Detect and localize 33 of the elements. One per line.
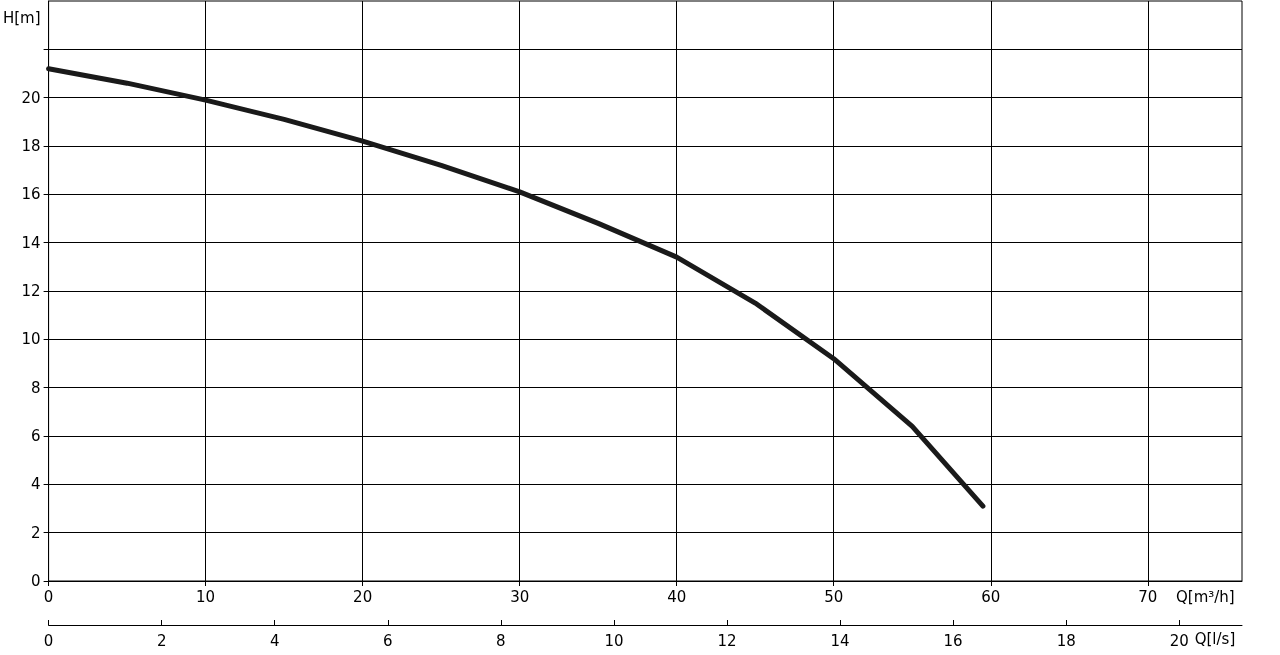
x2-tick-label: 10 [604,631,624,650]
x2-tick-label: 12 [717,631,737,650]
x2-tick-label: 8 [496,631,506,650]
x-tick-label: 60 [981,587,1001,606]
x2-tick-label: 20 [1169,631,1189,650]
x2-tick-label: 4 [269,631,280,650]
y-tick-label: 2 [31,523,41,542]
x-tick-label: 0 [43,587,54,606]
y-tick-label: 0 [31,572,41,590]
x-tick-label: 50 [824,587,844,606]
x-tick-label: 70 [1138,587,1158,606]
x-tick-label: 30 [510,587,530,606]
x2-tick-label: 14 [830,631,850,650]
x2-tick-label: 0 [43,631,54,650]
x2-tick-label: 2 [156,631,167,650]
y-tick-label: 16 [21,185,41,204]
y-tick-label: 4 [31,475,41,494]
x2-tick-label: 6 [383,631,393,650]
y-axis-title: H[m] [2,8,41,27]
y-tick-label: 20 [21,88,41,107]
x2-tick-label: 18 [1056,631,1076,650]
x-tick-label: 10 [196,587,216,606]
y-tick-label: 8 [31,378,41,397]
y-tick-label: 6 [31,427,41,445]
y-tick-label: 18 [21,137,41,155]
x-tick-label: 20 [353,587,373,606]
x2-axis-title: Q[l/s] [1194,629,1236,648]
x-tick-label: 40 [667,587,687,606]
x2-tick-label: 16 [943,631,963,650]
y-tick-label: 12 [21,282,41,300]
y-tick-label: 14 [21,233,41,252]
y-tick-label: 10 [21,330,41,349]
x-axis-title: Q[m³/h] [1176,587,1235,606]
